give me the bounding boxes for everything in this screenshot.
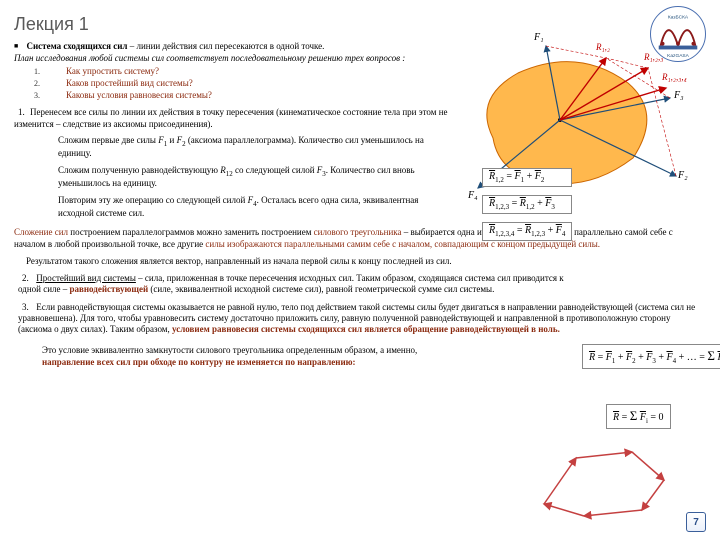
label-R123: R₁,₂,₃ [643, 52, 663, 62]
rp-c: силового треугольника [314, 227, 402, 237]
rp-a: Сложение сил [14, 227, 70, 237]
label-F1: F₁ [533, 32, 544, 43]
fold-2: Сложим полученную равнодействующую R12 с… [58, 165, 448, 190]
result-text: Результатом такого сложения является век… [26, 256, 706, 267]
label-F2: F₂ [677, 170, 688, 181]
intro-lead: Система сходящихся сил [26, 41, 127, 51]
step2d: (силе, эквивалентной исходной системе си… [148, 284, 494, 294]
svg-text:КазБСКА: КазБСКА [668, 15, 689, 21]
label-R1234: R₁,₂,₃,₄ [661, 72, 687, 82]
step1-text: Перенесем все силы по линии их действия … [14, 107, 448, 128]
fold-3: Повторим эту же операцию со следующей си… [58, 195, 448, 220]
step2c: равнодействующей [70, 284, 149, 294]
step2a: Простейший вид системы [36, 273, 136, 283]
label-F4: F₄ [467, 190, 478, 201]
plan-text: План исследования любой системы сил соот… [14, 53, 444, 65]
step3b: условием равновесия системы сходящихся с… [172, 324, 560, 334]
condition-text: Это условие эквивалентно замкнутости сил… [42, 345, 582, 368]
question-text: Каков простейший вид системы? [66, 78, 193, 88]
red-paragraph: Сложение сил построением параллелограммо… [14, 227, 706, 250]
intro-paragraph: ■ Система сходящихся сил – линии действи… [14, 41, 444, 64]
cond-b: направление всех сил при обходе по конту… [42, 357, 356, 367]
zero-formula: R = Σ Fi = 0 [606, 404, 671, 429]
formula-3: R1,2,3,4 = R1,2,3 + F4 [482, 222, 572, 241]
bullet-icon: ■ [14, 42, 18, 50]
step-3: 3. Если равнодействующая системы оказыва… [18, 302, 698, 336]
formula-2: R1,2,3 = R1,2 + F3 [482, 195, 572, 214]
page-number: 7 [686, 512, 706, 532]
polygon-diagram [532, 448, 672, 520]
cond-a: Это условие эквивалентно замкнутости сил… [42, 345, 417, 355]
question-text: Как упростить систему? [66, 66, 159, 76]
label-R12: R₁,₂ [595, 42, 610, 52]
step-1: 1.Перенесем все силы по линии их действи… [14, 107, 474, 130]
fold3a: Повторим эту же операцию со следующей си… [58, 195, 248, 205]
fold2a: Сложим полученную равнодействующую [58, 165, 220, 175]
sum-formula: R = F1 + F2 + F3 + F4 + … = Σ Fi [582, 344, 720, 369]
question-text: Каковы условия равновесия системы? [66, 90, 212, 100]
fold1a: Сложим первые две силы [58, 135, 158, 145]
fold2b: со следующей силой [233, 165, 317, 175]
intro-rest: – линии действия сил пересекаются в одно… [127, 41, 324, 51]
rp-b: построением параллелограммов можно замен… [70, 227, 313, 237]
step-2: 2. Простейший вид системы – сила, прилож… [18, 273, 568, 296]
formula-1: R1,2 = F1 + F2 [482, 168, 572, 187]
fold-1: Сложим первые две силы F1 и F2 (аксиома … [58, 135, 448, 160]
formula-stack: R1,2 = F1 + F2 R1,2,3 = R1,2 + F3 R1,2,3… [482, 168, 572, 241]
label-F3: F₃ [673, 90, 684, 101]
